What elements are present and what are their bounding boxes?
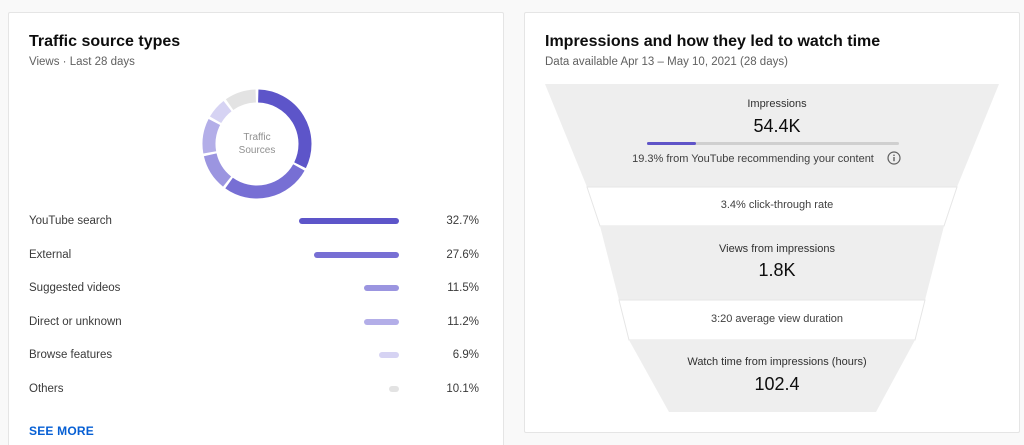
traffic-source-name: YouTube search bbox=[29, 215, 112, 227]
traffic-source-name: Browse features bbox=[29, 349, 113, 361]
traffic-card-subtitle: Views · Last 28 days bbox=[29, 56, 135, 68]
traffic-source-row[interactable]: External 27.6% bbox=[29, 247, 479, 267]
donut-slice[interactable] bbox=[225, 89, 257, 111]
recommend-progress-bar bbox=[647, 142, 899, 145]
traffic-source-row[interactable]: YouTube search 32.7% bbox=[29, 213, 479, 233]
funnel-card-title: Impressions and how they led to watch ti… bbox=[545, 33, 881, 50]
recommend-progress-fill bbox=[647, 142, 696, 145]
traffic-source-name: Direct or unknown bbox=[29, 315, 122, 328]
traffic-donut-chart[interactable]: Traffic Sources bbox=[199, 86, 315, 202]
traffic-source-bar bbox=[364, 318, 399, 325]
views-label: Views from impressions bbox=[719, 243, 835, 255]
recommend-note: 19.3% from YouTube recommending your con… bbox=[632, 153, 874, 165]
impressions-funnel-card: Impressions and how they led to watch ti… bbox=[524, 12, 1020, 433]
traffic-card-title: Traffic source types bbox=[29, 33, 181, 50]
traffic-source-percent: 11.2% bbox=[447, 315, 479, 328]
traffic-source-card: Traffic source types Views · Last 28 day… bbox=[8, 12, 504, 445]
traffic-source-row[interactable]: Suggested videos 11.5% bbox=[29, 280, 479, 300]
donut-slice[interactable] bbox=[257, 89, 312, 169]
avd-note: 3:20 average view duration bbox=[710, 313, 844, 325]
funnel-stage-views[interactable] bbox=[600, 226, 944, 300]
donut-svg bbox=[202, 89, 312, 199]
impressions-label: Impressions bbox=[747, 98, 807, 110]
traffic-source-percent: 6.9% bbox=[452, 349, 479, 361]
watch-time-label: Watch time from impressions (hours) bbox=[687, 356, 867, 368]
funnel-stage-watch[interactable] bbox=[629, 340, 915, 412]
traffic-source-percent: 10.1% bbox=[446, 382, 479, 395]
traffic-source-name: Others bbox=[29, 382, 64, 395]
donut-slice[interactable] bbox=[209, 100, 232, 124]
watch-time-value: 102.4 bbox=[754, 374, 800, 394]
traffic-source-name: External bbox=[29, 248, 72, 261]
impressions-value: 54.4K bbox=[753, 116, 801, 136]
traffic-source-row[interactable]: Direct or unknown 11.2% bbox=[29, 314, 479, 334]
funnel-card-subtitle: Data available Apr 13 – May 10, 2021 (28… bbox=[545, 56, 788, 68]
donut-slice[interactable] bbox=[203, 153, 232, 187]
funnel-stage-impressions[interactable] bbox=[545, 84, 999, 187]
donut-slice[interactable] bbox=[202, 118, 221, 154]
traffic-source-row[interactable]: Browse features 6.9% bbox=[29, 347, 479, 367]
traffic-source-bar bbox=[314, 251, 399, 258]
info-icon[interactable] bbox=[887, 151, 901, 165]
traffic-source-name: Suggested videos bbox=[29, 282, 121, 294]
traffic-source-percent: 27.6% bbox=[446, 248, 479, 261]
traffic-source-bar bbox=[379, 352, 399, 358]
traffic-source-bar bbox=[389, 385, 399, 392]
traffic-source-bar bbox=[364, 285, 399, 291]
views-value: 1.8K bbox=[758, 260, 796, 280]
funnel-graphic bbox=[545, 84, 999, 412]
traffic-source-row[interactable]: Others 10.1% bbox=[29, 381, 479, 401]
traffic-source-percent: 11.5% bbox=[447, 282, 479, 294]
traffic-source-percent: 32.7% bbox=[446, 215, 479, 227]
traffic-source-bar bbox=[299, 218, 399, 224]
donut-slice[interactable] bbox=[225, 163, 305, 199]
ctr-note: 3.4% click-through rate bbox=[720, 199, 834, 211]
see-more-link[interactable]: SEE MORE bbox=[29, 424, 94, 438]
